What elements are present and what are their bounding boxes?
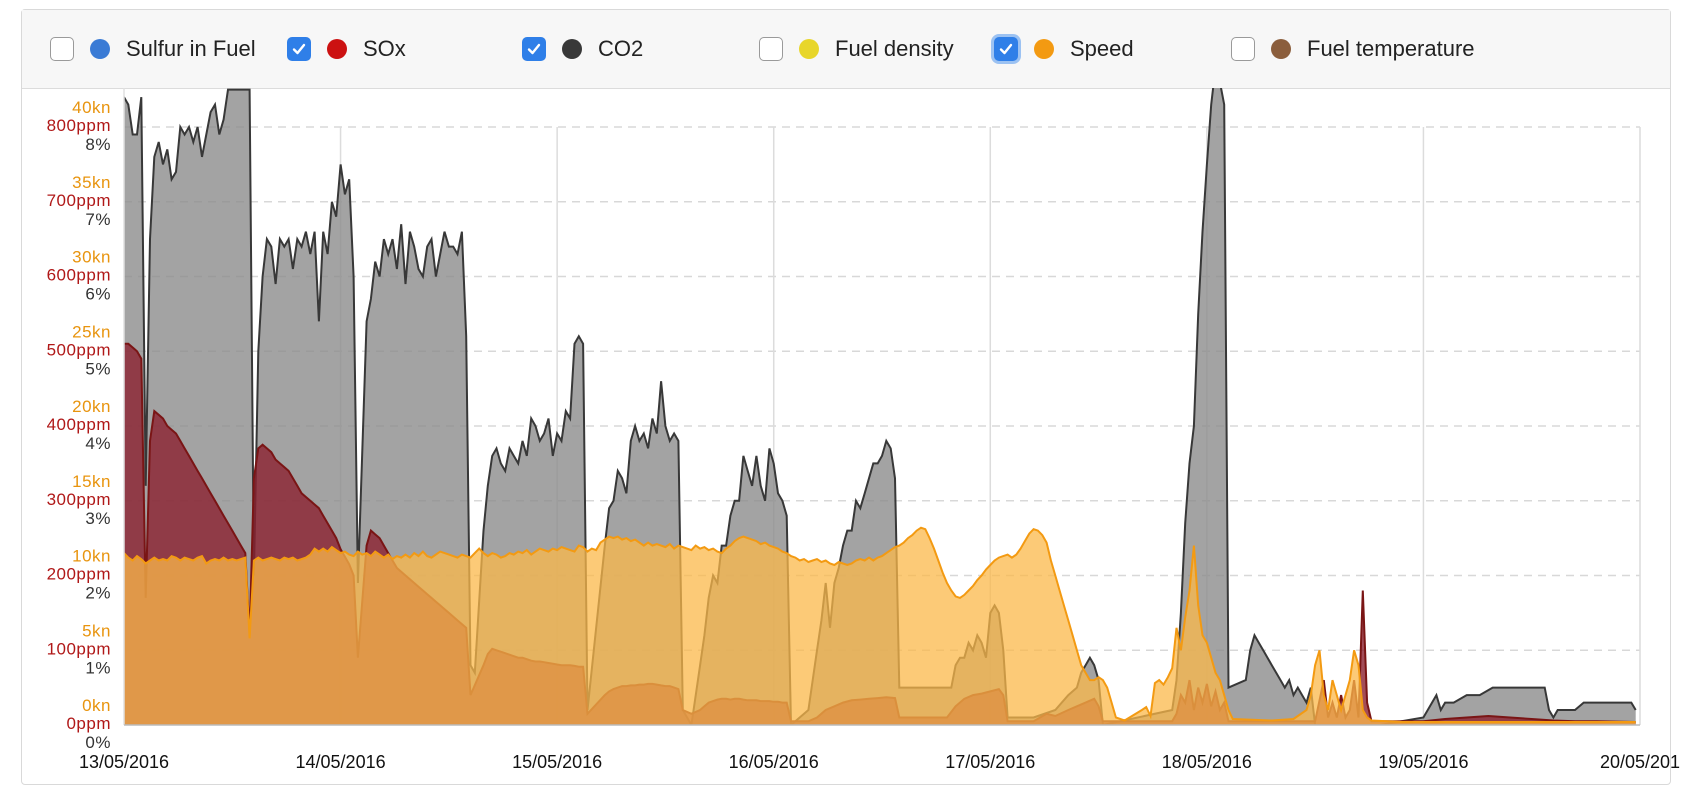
y-tick-label-%: 5% [85,359,111,378]
y-tick-label-%: 2% [85,584,111,603]
checkmark-icon [527,43,541,55]
y-tick-label-ppm: 500ppm [47,340,111,359]
x-tick-label: 16/05/2016 [729,752,819,772]
y-tick-label-ppm: 0ppm [66,714,111,733]
legend-label-speed: Speed [1070,36,1134,61]
y-tick-label-ppm: 400ppm [47,415,111,434]
sulfur-in-fuel-color-dot [90,39,110,59]
y-tick-label-%: 6% [85,285,111,304]
fuel-temperature-color-dot [1271,39,1291,59]
series-speed [124,526,1636,725]
y-tick-label-%: 7% [85,210,111,229]
y-tick-label-kn: 10kn [72,547,111,566]
sox-color-dot [327,39,347,59]
legend-item-speed[interactable]: Speed [994,10,1134,88]
y-tick-label-%: 8% [85,135,111,154]
x-tick-label: 13/05/2016 [79,752,169,772]
y-tick-label-%: 4% [85,434,111,453]
y-tick-label-kn: 5kn [82,621,111,640]
y-tick-label-ppm: 600ppm [47,266,111,285]
fuel-density-checkbox[interactable] [759,37,783,61]
x-tick-label: 15/05/2016 [512,752,602,772]
x-tick-label: 19/05/2016 [1378,752,1468,772]
legend-item-sox[interactable]: SOx [287,10,406,88]
series-line-co2 [124,88,1637,725]
legend-item-fuel-density[interactable]: Fuel density [759,10,954,88]
speed-color-dot [1034,39,1054,59]
legend-item-sulfur-in-fuel[interactable]: Sulfur in Fuel [50,10,256,88]
y-tick-label-ppm: 100ppm [47,639,111,658]
y-tick-label-ppm: 200ppm [47,565,111,584]
legend-label-sox: SOx [363,36,406,61]
checkmark-icon [999,43,1013,55]
co2-color-dot [562,39,582,59]
legend-item-fuel-temperature[interactable]: Fuel temperature [1231,10,1475,88]
legend-label-fuel-density: Fuel density [835,36,954,61]
y-tick-label-kn: 30kn [72,248,111,267]
y-tick-label-%: 3% [85,509,111,528]
x-tick-label: 18/05/2016 [1162,752,1252,772]
x-tick-label: 20/05/201 [1600,752,1680,772]
y-tick-label-kn: 20kn [72,397,111,416]
series-line-speed [124,526,1636,723]
fuel-temperature-checkbox[interactable] [1231,37,1255,61]
legend-bar: Sulfur in Fuel SOx CO2 Fuel density [22,10,1670,89]
y-tick-label-ppm: 800ppm [47,116,111,135]
y-tick-label-ppm: 300ppm [47,490,111,509]
legend-label-sulfur-in-fuel: Sulfur in Fuel [126,36,256,61]
y-tick-label-%: 0% [85,733,111,752]
speed-checkbox[interactable] [994,37,1018,61]
y-tick-label-kn: 0kn [82,696,111,715]
y-tick-label-ppm: 700ppm [47,191,111,210]
checkmark-icon [292,43,306,55]
co2-checkbox[interactable] [522,37,546,61]
y-tick-label-kn: 25kn [72,322,111,341]
sox-checkbox[interactable] [287,37,311,61]
legend-label-co2: CO2 [598,36,644,61]
legend-item-co2[interactable]: CO2 [522,10,643,88]
y-tick-label-kn: 40kn [72,98,111,117]
legend-label-fuel-temperature: Fuel temperature [1307,36,1475,61]
x-tick-label: 14/05/2016 [296,752,386,772]
fuel-density-color-dot [799,39,819,59]
y-tick-label-%: 1% [85,658,111,677]
series-area-speed [124,527,1636,725]
x-tick-label: 17/05/2016 [945,752,1035,772]
y-tick-label-kn: 15kn [72,472,111,491]
y-tick-label-kn: 35kn [72,173,111,192]
sulfur-in-fuel-checkbox[interactable] [50,37,74,61]
